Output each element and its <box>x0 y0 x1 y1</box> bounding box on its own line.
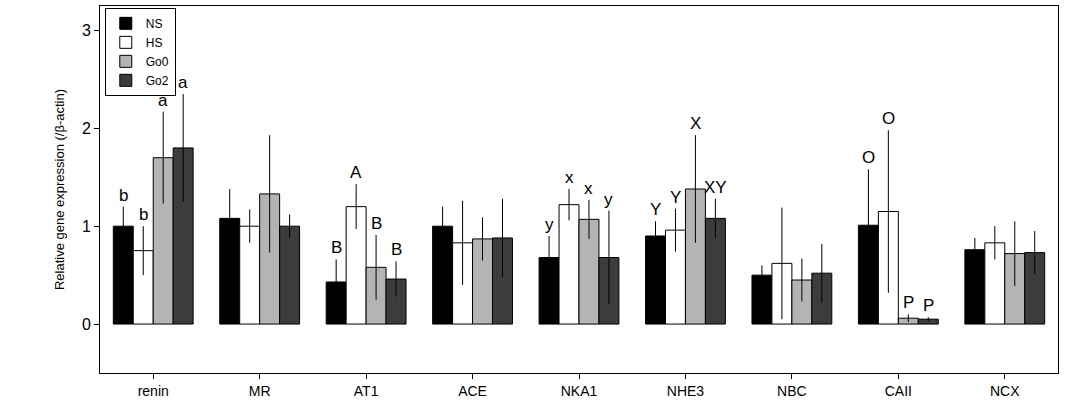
svg-text:X: X <box>690 114 701 133</box>
svg-text:b: b <box>119 186 128 205</box>
svg-text:ACE: ACE <box>458 383 487 399</box>
svg-text:a: a <box>158 91 168 110</box>
svg-text:P: P <box>923 296 934 315</box>
svg-text:b: b <box>139 205 148 224</box>
svg-text:Y: Y <box>670 188 681 207</box>
svg-text:0: 0 <box>82 316 91 333</box>
svg-text:1: 1 <box>82 218 91 235</box>
svg-text:O: O <box>882 109 895 128</box>
svg-text:renin: renin <box>138 383 169 399</box>
svg-text:CAII: CAII <box>885 383 912 399</box>
svg-text:3: 3 <box>82 22 91 39</box>
svg-text:a: a <box>178 73 188 92</box>
svg-text:NKA1: NKA1 <box>561 383 598 399</box>
svg-text:Relative gene expression (/β-a: Relative gene expression (/β-actin) <box>52 89 67 290</box>
svg-text:B: B <box>331 238 342 257</box>
svg-text:NBC: NBC <box>777 383 807 399</box>
svg-text:O: O <box>862 148 875 167</box>
svg-text:x: x <box>565 168 574 187</box>
svg-text:B: B <box>371 214 382 233</box>
svg-text:Y: Y <box>650 200 661 219</box>
svg-text:Go2: Go2 <box>146 74 169 88</box>
svg-text:NCX: NCX <box>990 383 1020 399</box>
svg-text:AT1: AT1 <box>354 383 379 399</box>
svg-text:P: P <box>903 293 914 312</box>
svg-text:x: x <box>584 179 593 198</box>
svg-text:MR: MR <box>249 383 271 399</box>
svg-text:y: y <box>604 190 613 209</box>
svg-text:NS: NS <box>146 17 163 31</box>
svg-text:B: B <box>391 240 402 259</box>
svg-text:A: A <box>350 163 362 182</box>
svg-text:XY: XY <box>704 178 727 197</box>
svg-text:Go0: Go0 <box>146 55 169 69</box>
svg-text:HS: HS <box>146 36 163 50</box>
svg-text:2: 2 <box>82 120 91 137</box>
svg-text:y: y <box>545 215 554 234</box>
svg-text:NHE3: NHE3 <box>667 383 705 399</box>
